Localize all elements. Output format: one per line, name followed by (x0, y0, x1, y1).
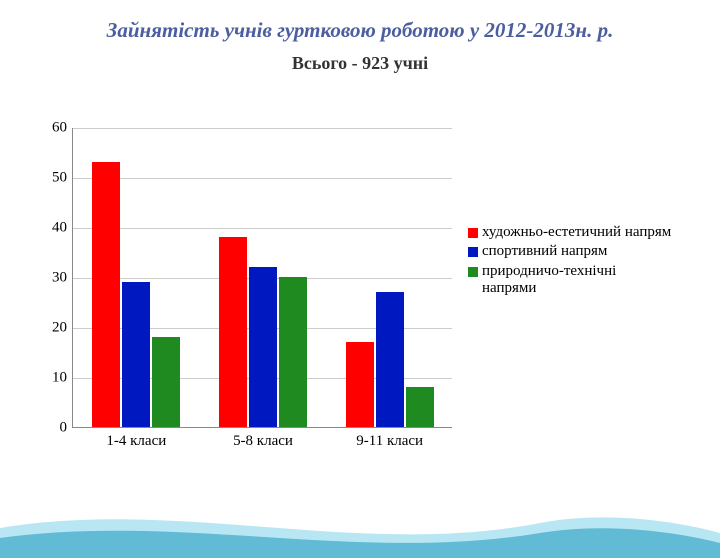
legend-item: спортивний напрям (468, 243, 672, 260)
legend-item: художньо-естетичний напрям (468, 224, 672, 241)
gridline (73, 128, 452, 129)
y-axis-tick: 10 (33, 370, 73, 387)
bar (152, 337, 180, 427)
plot-area: 01020304050601-4 класи5-8 класи9-11 клас… (72, 128, 452, 428)
page-title: Зайнятість учнів гуртковою роботою у 201… (0, 18, 720, 43)
legend-label: спортивний напрям (482, 243, 607, 260)
bar (406, 387, 434, 427)
legend-label: художньо-естетичний напрям (482, 224, 671, 241)
legend-swatch (468, 267, 478, 277)
bar-chart: 01020304050601-4 класи5-8 класи9-11 клас… (30, 128, 690, 498)
y-axis-tick: 20 (33, 320, 73, 337)
x-axis-tick: 5-8 класи (233, 427, 293, 450)
legend-swatch (468, 228, 478, 238)
legend: художньо-естетичний напрям спортивний нап… (468, 224, 672, 299)
bar (92, 162, 120, 427)
legend-label: природничо-технічні напрями (482, 263, 672, 298)
y-axis-tick: 30 (33, 270, 73, 287)
gridline (73, 178, 452, 179)
wave-decoration (0, 488, 720, 558)
bar (279, 277, 307, 427)
legend-item: природничо-технічні напрями (468, 263, 672, 298)
bar (122, 282, 150, 427)
bar (376, 292, 404, 427)
legend-swatch (468, 247, 478, 257)
bar (346, 342, 374, 427)
y-axis-tick: 50 (33, 170, 73, 187)
x-axis-tick: 9-11 класи (356, 427, 423, 450)
x-axis-tick: 1-4 класи (106, 427, 166, 450)
gridline (73, 228, 452, 229)
y-axis-tick: 0 (33, 420, 73, 437)
bar (249, 267, 277, 427)
y-axis-tick: 60 (33, 120, 73, 137)
page-subtitle: Всього - 923 учні (0, 53, 720, 74)
y-axis-tick: 40 (33, 220, 73, 237)
bar (219, 237, 247, 427)
